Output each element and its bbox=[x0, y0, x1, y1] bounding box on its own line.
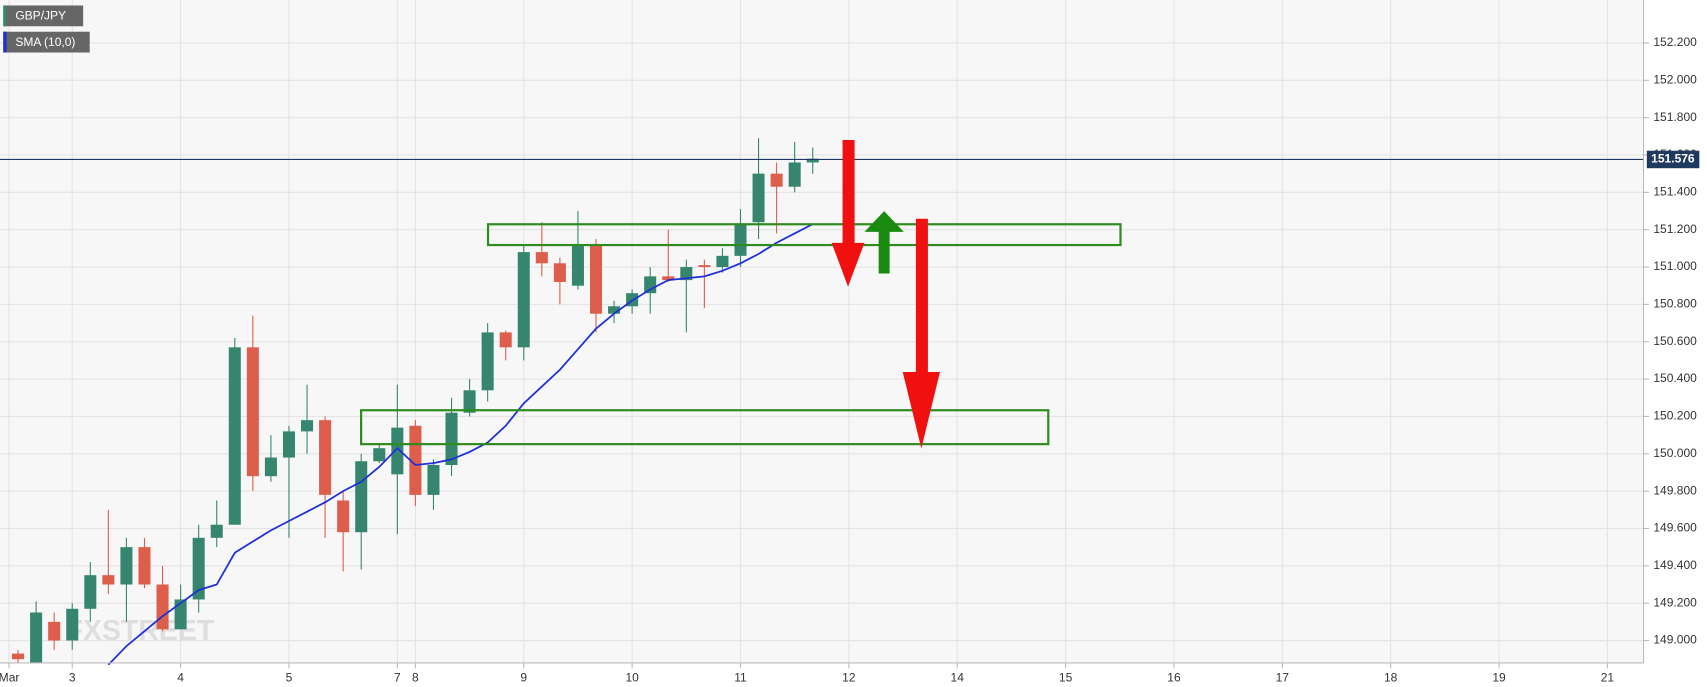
y-tick-label: 150.600 bbox=[1653, 334, 1697, 348]
x-tick-label: 19 bbox=[1492, 670, 1506, 684]
candle-body bbox=[409, 425, 422, 495]
candle-body bbox=[608, 306, 621, 314]
candle-body bbox=[264, 457, 277, 477]
candle-body bbox=[644, 276, 657, 294]
candle-body bbox=[301, 420, 314, 432]
y-tick-label: 151.800 bbox=[1653, 110, 1697, 124]
candle-body bbox=[481, 332, 494, 391]
x-tick-label: 9 bbox=[520, 670, 527, 684]
candle-body bbox=[120, 547, 133, 585]
candle-body bbox=[463, 390, 476, 413]
last-price-label: 151.576 bbox=[1651, 152, 1695, 166]
y-tick-label: 149.600 bbox=[1653, 521, 1697, 535]
candle-body bbox=[788, 162, 801, 187]
candle-body bbox=[716, 255, 729, 268]
candle-body bbox=[553, 263, 566, 282]
watermark: FXSTREET bbox=[66, 615, 215, 647]
candle-body bbox=[102, 575, 115, 585]
resistance-zone bbox=[486, 223, 1122, 247]
plot-background bbox=[0, 0, 1644, 663]
legend-box bbox=[3, 31, 90, 53]
candle-body bbox=[210, 524, 223, 538]
candle-body bbox=[30, 612, 43, 663]
y-tick-label: 152.000 bbox=[1653, 72, 1697, 86]
y-tick-label: 152.200 bbox=[1653, 35, 1697, 49]
y-tick-label: 150.400 bbox=[1653, 371, 1697, 385]
y-tick-label: 149.400 bbox=[1653, 558, 1697, 572]
candle-body bbox=[680, 267, 693, 281]
y-tick-label: 151.000 bbox=[1653, 259, 1697, 273]
candle-body bbox=[535, 252, 548, 264]
candle-body bbox=[373, 448, 386, 462]
x-tick-label: 11 bbox=[734, 670, 747, 684]
candle-body bbox=[84, 575, 97, 609]
sma-line bbox=[107, 223, 814, 666]
x-tick-label: 16 bbox=[1167, 670, 1181, 684]
candle-body bbox=[66, 608, 79, 641]
candle-body bbox=[192, 537, 205, 600]
x-tick-label: 18 bbox=[1384, 670, 1398, 684]
candle-body bbox=[698, 265, 711, 268]
candle-body bbox=[337, 500, 350, 533]
x-tick-label: 12 bbox=[842, 670, 856, 684]
x-tick-label: 15 bbox=[1059, 670, 1073, 684]
x-tick-label: 4 bbox=[177, 670, 184, 684]
candle-body bbox=[174, 599, 187, 630]
candle-body bbox=[662, 276, 675, 281]
candle-body bbox=[734, 224, 747, 256]
y-tick-label: 149.000 bbox=[1653, 633, 1697, 647]
x-tick-label: 7 bbox=[394, 670, 401, 684]
legend-swatch bbox=[3, 5, 7, 27]
y-tick-label: 151.200 bbox=[1653, 222, 1697, 236]
candle-body bbox=[517, 252, 530, 348]
x-tick-label: 17 bbox=[1276, 670, 1290, 684]
candle-body bbox=[156, 584, 169, 630]
candle-body bbox=[319, 420, 332, 495]
y-tick-label: 149.800 bbox=[1653, 483, 1697, 497]
x-tick-label: 21 bbox=[1601, 670, 1615, 684]
y-tick-label: 150.200 bbox=[1653, 409, 1697, 423]
candle-body bbox=[355, 461, 368, 533]
legend-box bbox=[3, 5, 84, 27]
candle-body bbox=[228, 347, 241, 525]
candle-body bbox=[770, 173, 783, 187]
x-tick-label: 3 bbox=[69, 670, 76, 684]
x-tick-label: 8 bbox=[412, 670, 419, 684]
support-zone bbox=[360, 409, 1050, 446]
candle-body bbox=[12, 653, 25, 660]
y-tick-label: 151.400 bbox=[1653, 185, 1697, 199]
up-arrow bbox=[864, 211, 904, 274]
candle-body bbox=[427, 464, 440, 495]
x-tick-label: 10 bbox=[625, 670, 639, 684]
y-tick-label: 149.200 bbox=[1653, 595, 1697, 609]
down-arrow bbox=[831, 140, 865, 287]
candle-body bbox=[48, 621, 61, 641]
legend-label: SMA (10,0) bbox=[15, 35, 75, 49]
candle-body bbox=[391, 427, 404, 475]
candle-body bbox=[806, 158, 819, 163]
legend: GBP/JPY SMA (10,0) bbox=[3, 5, 90, 53]
candle-body bbox=[282, 431, 295, 458]
down-arrow bbox=[902, 218, 940, 449]
y-tick-label: 150.800 bbox=[1653, 297, 1697, 311]
candle-body bbox=[499, 332, 512, 348]
x-tick-label: 5 bbox=[286, 670, 293, 684]
marks bbox=[0, 138, 1644, 666]
candle-body bbox=[138, 547, 151, 585]
candle-body bbox=[445, 412, 458, 465]
grid bbox=[0, 0, 1644, 663]
candle-body bbox=[752, 173, 765, 223]
legend-swatch bbox=[3, 31, 7, 53]
candle-body bbox=[589, 244, 603, 314]
y-tick-label: 150.000 bbox=[1653, 446, 1697, 460]
last-price-box bbox=[1646, 150, 1700, 169]
candle-body bbox=[246, 347, 259, 477]
x-tick-label: Mar bbox=[0, 670, 19, 684]
legend-label: GBP/JPY bbox=[15, 9, 66, 23]
candle-body bbox=[571, 244, 584, 286]
x-tick-label: 14 bbox=[951, 670, 965, 684]
